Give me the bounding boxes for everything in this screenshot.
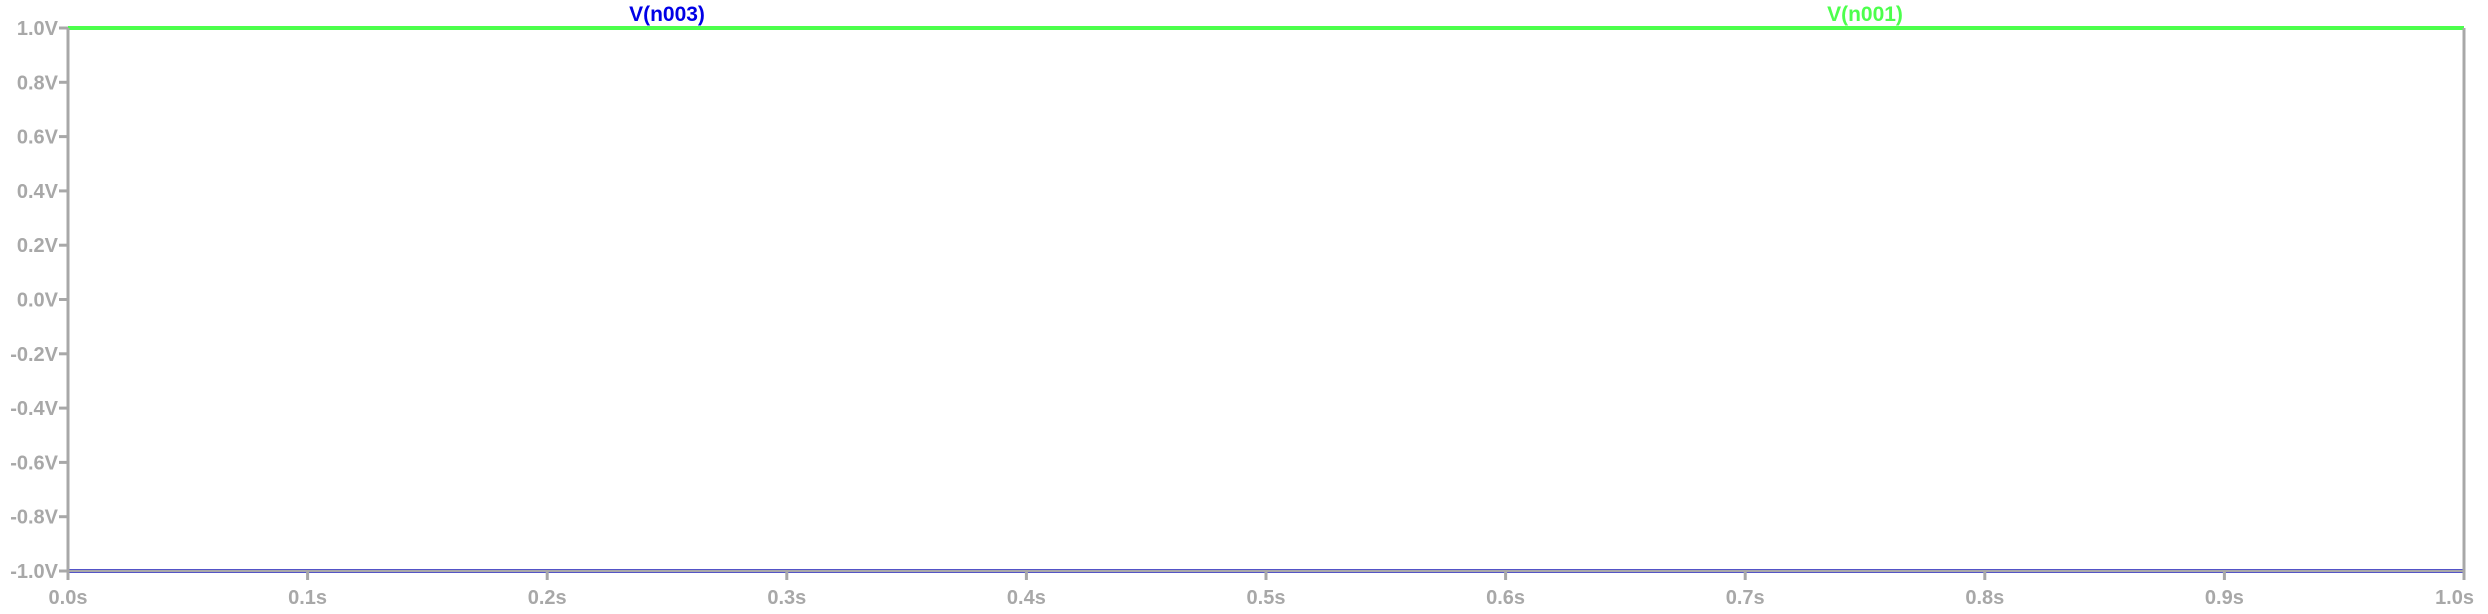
y-tick-label: 0.0V: [17, 290, 59, 312]
x-tick-label: 0.9s: [2205, 587, 2244, 609]
series-label[interactable]: V(n001): [1827, 3, 1903, 26]
y-tick-label: -0.8V: [10, 507, 58, 529]
x-tick-label: 0.6s: [1486, 587, 1525, 609]
y-tick-label: -0.6V: [10, 452, 58, 474]
y-tick-label: -0.4V: [10, 398, 58, 420]
x-tick-label: 0.7s: [1726, 587, 1765, 609]
x-tick-label: 0.3s: [767, 587, 806, 609]
x-tick-label: 0.2s: [528, 587, 567, 609]
series-labels: V(n003) V(n001): [629, 3, 1903, 26]
series-layer: [68, 26, 2464, 573]
x-tick-label: 0.0s: [49, 587, 88, 609]
axes: [59, 26, 2466, 580]
x-tick-label: 0.4s: [1007, 587, 1046, 609]
y-tick-label: 0.8V: [17, 72, 59, 94]
y-tick-label: 0.6V: [17, 127, 59, 149]
y-tick-label: 0.2V: [17, 235, 59, 257]
y-tick-label: -0.2V: [10, 344, 58, 366]
x-tick-label: 0.8s: [1965, 587, 2004, 609]
series-label[interactable]: V(n003): [629, 3, 705, 26]
y-tick-label: 1.0V: [17, 18, 59, 40]
x-tick-label: 0.1s: [288, 587, 327, 609]
x-tick-label: 0.5s: [1247, 587, 1286, 609]
y-tick-label: 0.4V: [17, 181, 59, 203]
x-tick-label: 1.0s: [2435, 587, 2474, 609]
tick-labels: 1.0V 0.8V 0.6V 0.4V 0.2V 0.0V -0.2V -0.4V -0.6V -…: [10, 18, 2474, 609]
y-tick-label: -1.0V: [10, 561, 58, 583]
